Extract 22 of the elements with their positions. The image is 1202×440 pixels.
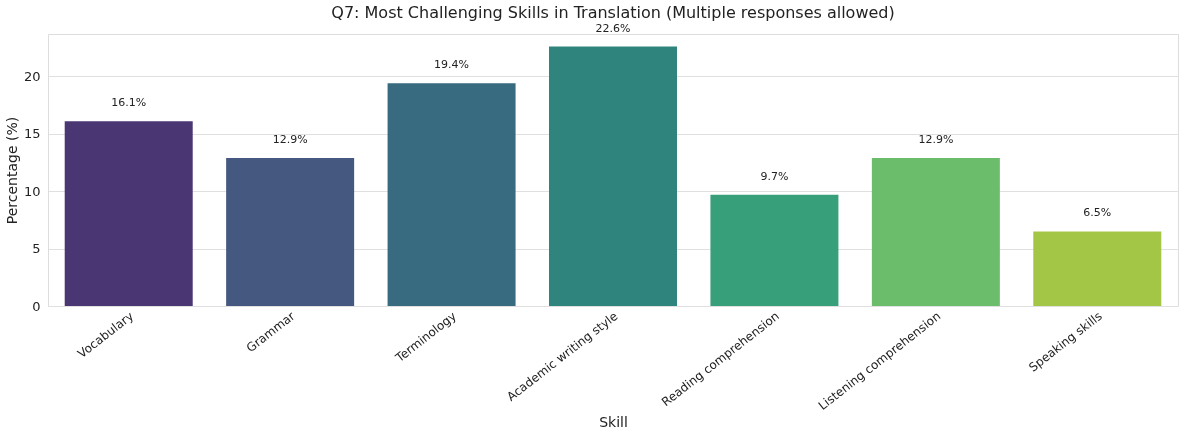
data-label: 16.1% — [111, 96, 147, 110]
data-label: 12.9% — [918, 132, 954, 146]
y-tick-label: 15 — [23, 126, 41, 142]
x-axis-title: Skill — [599, 413, 628, 430]
y-axis-title: Percentage (%) — [3, 116, 20, 225]
data-label: 6.5% — [1083, 206, 1112, 220]
bar — [226, 157, 355, 306]
data-label: 22.6% — [595, 21, 631, 35]
bar — [549, 46, 677, 306]
bar — [64, 121, 193, 306]
chart-title: Q7: Most Challenging Skills in Translation (Multiple responses allowed) — [331, 2, 895, 22]
data-label: 12.9% — [272, 132, 308, 146]
bar — [387, 83, 516, 306]
bar — [871, 157, 1000, 306]
data-label: 19.4% — [434, 58, 470, 72]
y-tick-label: 10 — [23, 183, 41, 199]
y-tick-label: 5 — [32, 241, 41, 257]
bar — [710, 194, 839, 306]
bar — [1033, 231, 1162, 306]
y-tick-label: 20 — [23, 68, 41, 84]
data-label: 9.7% — [760, 169, 789, 183]
y-tick-label: 0 — [32, 298, 41, 314]
